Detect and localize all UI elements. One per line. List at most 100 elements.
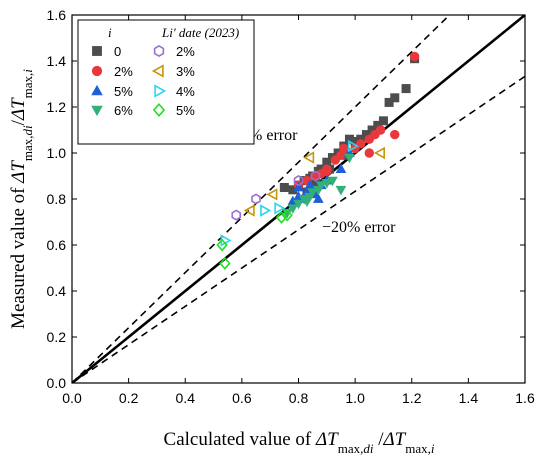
x-title-sub2: max, [405,441,431,456]
y-tick-label: 0.8 [47,191,67,207]
y-title-symbol2: ΔT [8,97,29,121]
data-point [275,210,288,224]
data-point [293,175,304,187]
series-hexagon [231,170,321,221]
annotation-minus20: −20% error [322,219,396,236]
legend-marker [153,45,165,57]
data-point [293,181,304,192]
data-point [251,193,261,205]
data-point [401,84,411,94]
data-point [390,93,400,103]
legend-label: 5% [176,103,195,118]
x-title-sub2-italic: i [431,441,435,456]
x-tick-label: 0.0 [62,390,82,406]
legend-marker [91,65,103,77]
legend-marker [151,64,164,78]
x-axis-title: Calculated value of ΔTmax,di /ΔTmax,i [164,429,435,456]
legend-label: 6% [114,103,133,118]
y-title-sub1-italic: di [20,125,35,136]
x-title-symbol2: ΔT [383,429,407,450]
series-circle [293,51,420,190]
legend-marker [91,105,103,117]
data-point [364,148,374,158]
y-tick-label: 0.0 [47,375,67,391]
x-tick-label: 1.0 [345,390,365,406]
data-point [384,97,394,107]
data-point [322,166,332,177]
legend-marker [154,84,167,98]
data-point [409,51,420,62]
reference-line-plus20 [72,15,451,383]
series-diamond [216,208,293,270]
y-tick-label: 1.4 [47,53,67,69]
data-point [303,151,315,164]
x-tick-label: 0.8 [289,390,309,406]
x-title-slash: / [373,429,384,450]
data-point [219,256,231,270]
y-title-sub2-italic: i [20,69,35,73]
legend-header-right: Li' date (2023) [161,25,239,40]
x-tick-label: 0.2 [119,390,139,406]
legend-header-left: i [108,25,112,40]
x-title-sub1-italic: di [363,441,374,456]
y-tick-label: 0.4 [47,283,67,299]
y-tick-label: 1.0 [47,145,67,161]
legend-label: 2% [114,64,133,79]
y-axis-title: Measured value of ΔTmax,di/ΔTmax,i [8,69,35,329]
data-point [260,204,272,217]
series-triangle-left [243,146,385,217]
data-point [378,116,388,126]
legend-marker [152,103,166,117]
legend-label: 4% [176,84,195,99]
series-square [279,54,420,197]
data-point [266,188,278,201]
y-title-symbol1: ΔT [8,160,29,184]
data-point [312,193,324,203]
data-point [279,183,289,193]
data-points [216,51,420,270]
data-point [281,208,293,222]
y-tick-label: 0.2 [47,329,67,345]
y-title-sub2: max, [20,73,35,99]
legend-marker [92,46,102,56]
series-triangle-down [281,153,355,219]
x-tick-label: 0.6 [232,390,252,406]
data-point [356,139,366,149]
x-title-prefix: Calculated value of [164,429,316,450]
data-point [274,202,286,215]
data-point [335,163,347,173]
data-point [243,204,255,217]
data-point [310,170,321,182]
data-point [339,143,349,154]
legend-label: 0 [114,44,121,59]
y-title-sub1: max, [20,135,35,161]
data-point [373,146,385,160]
x-tick-label: 1.6 [515,390,535,406]
x-tick-label: 1.2 [402,390,422,406]
y-title-slash: / [8,119,29,125]
axis-ticks: 0.0 0.2 0.4 0.6 0.8 1.0 1.2 1.4 1.6 0.0 0.2 0.4 0.6 0… [47,7,535,406]
data-point [335,185,347,196]
legend-label: 3% [176,64,195,79]
x-tick-label: 0.4 [176,390,196,406]
data-point [287,204,299,214]
legend-label: 5% [114,84,133,99]
legend: i Li' date (2023) 0 2% 5% 6% 2% 3% 4% 5% [77,19,255,145]
data-point [231,209,242,221]
data-point [327,176,338,187]
y-title-prefix: Measured value of [8,183,29,329]
legend-label: 2% [176,44,195,59]
y-tick-label: 1.2 [47,99,67,115]
data-point [315,181,327,191]
legend-marker [91,84,103,96]
data-point [390,129,400,140]
y-tick-label: 1.6 [47,7,67,23]
x-title-symbol1: ΔT [315,429,339,450]
data-point [375,125,386,135]
y-tick-label: 0.6 [47,237,67,253]
data-point [321,179,333,189]
data-point [344,153,355,164]
data-point [293,199,304,210]
legend-items: 0 2% 5% 6% 2% 3% 4% 5% [91,44,195,118]
